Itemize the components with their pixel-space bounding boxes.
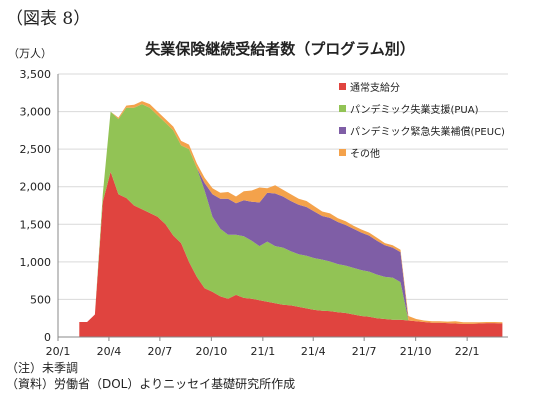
x-tick-label: 20/1 [46,345,71,358]
x-tick-label: 22/1 [455,345,480,358]
y-unit-label: （万人） [8,47,52,60]
legend-item-regular: 通常支給分 [339,77,505,96]
legend-swatch-pua [339,105,346,112]
chart-title: 失業保険継続受給者数（プログラム別） [145,40,415,58]
figure-label: （図表 8） [6,9,91,29]
y-tick-label: 2,000 [20,181,52,194]
legend-label-other: その他 [350,149,380,160]
legend-swatch-peuc [339,127,346,134]
legend-item-other: その他 [339,143,505,162]
y-tick-label: 0 [44,331,51,344]
legend-swatch-regular [339,83,346,90]
axes [57,74,508,338]
area-series-2 [79,104,503,324]
y-tick-label: 1,500 [20,218,52,231]
legend-label-regular: 通常支給分 [350,83,400,94]
source-text: （資料）労働省（DOL）よりニッセイ基礎研究所作成 [6,377,296,391]
y-tick-label: 3,500 [20,68,52,81]
series-areas [79,101,503,337]
x-tick-label: 20/10 [196,345,228,358]
x-tick-label: 21/4 [301,345,326,358]
y-tick-label: 2,500 [20,143,52,156]
notes: （注）未季調 （資料）労働省（DOL）よりニッセイ基礎研究所作成 [6,360,295,392]
y-tick-label: 500 [30,293,51,306]
x-tick-labels: 20/1 20/4 20/7 20/10 21/1 21/4 21/7 21/10 22/1 [46,337,480,358]
x-tick-label: 21/10 [400,345,432,358]
x-tick-label: 21/1 [250,345,275,358]
y-tick-labels: 0 500 1,000 1,500 2,000 2,500 3,000 3,500 [20,68,52,344]
legend-label-peuc: パンデミック緊急失業補償(PEUC) [350,127,505,138]
legend-item-peuc: パンデミック緊急失業補償(PEUC) [339,121,505,140]
area-series-0 [79,171,503,337]
y-tick-label: 3,000 [20,106,52,119]
legend-swatch-other [339,149,346,156]
note-text: （注）未季調 [6,361,79,375]
x-tick-label: 20/7 [148,345,173,358]
x-tick-label: 21/7 [352,345,377,358]
legend-item-pua: パンデミック失業支援(PUA) [339,99,505,118]
x-tick-label: 20/4 [97,345,122,358]
y-tick-label: 1,000 [20,256,52,269]
legend-label-pua: パンデミック失業支援(PUA) [350,105,479,116]
area-series-1 [79,104,503,324]
legend: 通常支給分 パンデミック失業支援(PUA) パンデミック緊急失業補償(PEUC)… [339,77,505,165]
